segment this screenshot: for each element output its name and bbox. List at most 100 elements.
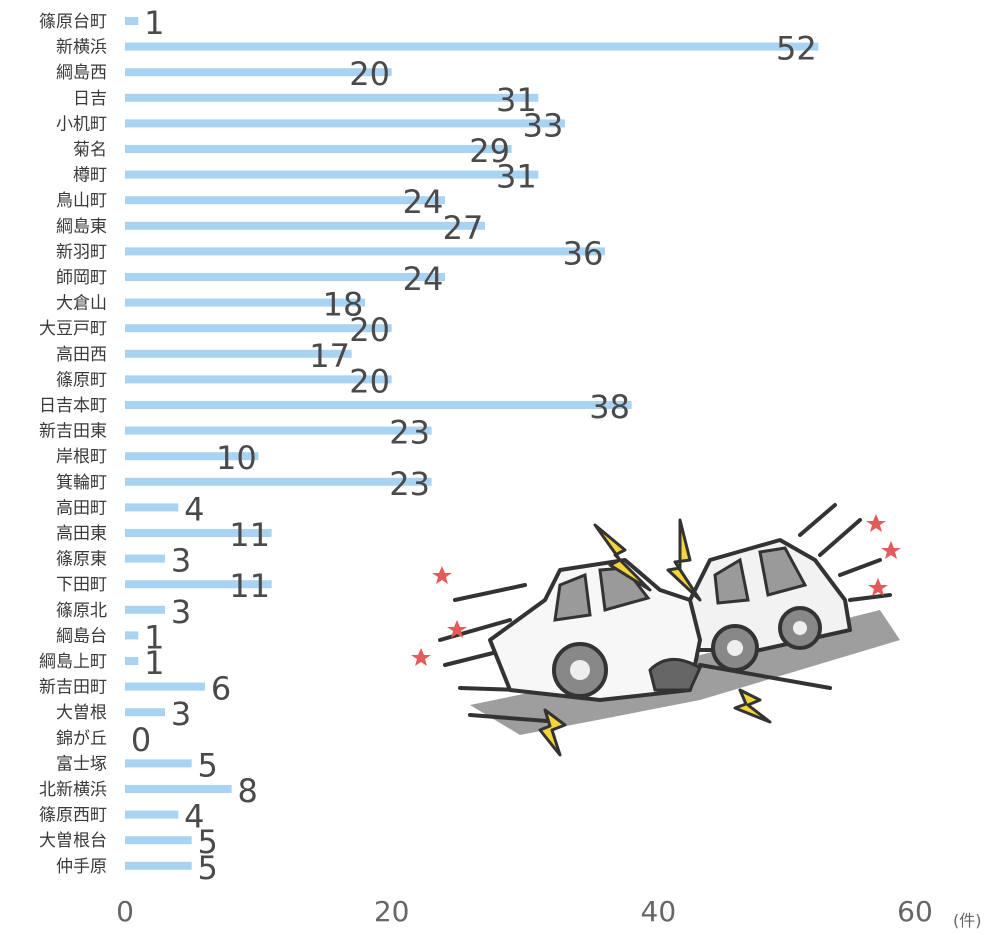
category-label-13: 高田西 [56,345,107,365]
category-label-29: 富士塚 [56,754,107,774]
category-label-19: 高田町 [56,498,107,518]
value-label-14: 20 [349,362,390,400]
bar-14 [125,375,392,384]
value-label-9: 36 [563,234,604,272]
category-label-4: 小机町 [56,114,107,134]
category-label-7: 鳥山町 [56,191,107,211]
bar-16 [125,426,432,435]
value-label-5: 29 [469,132,510,170]
category-label-14: 篠原町 [56,370,107,390]
bar-31 [125,810,179,819]
x-tick-label-40: 40 [641,895,677,928]
value-label-10: 24 [403,260,444,298]
category-label-12: 大豆戸町 [39,319,107,339]
value-label-31: 4 [184,798,204,836]
category-label-21: 篠原東 [56,550,107,570]
category-label-3: 日吉 [73,89,107,109]
category-label-33: 仲手原 [56,857,107,877]
category-label-1: 新横浜 [56,38,107,58]
category-label-25: 綱島上町 [39,652,107,672]
value-label-21: 3 [171,542,191,580]
value-label-29: 5 [197,746,217,784]
value-label-1: 52 [776,30,817,68]
bar-27 [125,708,165,717]
x-axis-unit-label: (件) [953,911,982,930]
value-label-12: 20 [349,311,390,349]
category-label-28: 錦が丘 [56,729,107,749]
value-label-16: 23 [389,414,430,452]
category-label-26: 新吉田町 [39,678,107,698]
value-label-23: 3 [171,593,191,631]
value-label-22: 11 [229,567,270,605]
bar-11 [125,298,365,307]
category-label-16: 新吉田東 [39,422,107,442]
bar-29 [125,759,192,768]
category-label-0: 篠原台町 [39,12,107,32]
bar-1 [125,42,819,51]
value-label-7: 24 [403,183,444,221]
bar-23 [125,605,165,614]
x-tick-label-20: 20 [374,895,410,928]
value-label-18: 23 [389,465,430,503]
bar-7 [125,196,445,205]
value-label-6: 31 [496,158,537,196]
category-label-8: 綱島東 [56,217,107,237]
value-label-11: 18 [323,286,364,324]
value-label-19: 4 [184,490,204,528]
value-label-30: 8 [237,772,257,810]
category-label-5: 菊名 [73,140,107,160]
value-label-28: 0 [131,721,151,759]
x-tick-label-60: 60 [897,895,933,928]
bar-5 [125,145,512,153]
bar-3 [125,93,539,102]
category-label-24: 綱島台 [56,626,107,646]
bar-6 [125,170,539,179]
value-label-2: 20 [349,55,390,93]
category-label-18: 箕輪町 [56,473,107,493]
bar-12 [125,324,392,333]
value-label-3: 31 [496,81,537,119]
category-label-17: 岸根町 [56,447,107,467]
bar-19 [125,503,179,512]
category-label-27: 大曽根 [56,703,107,723]
bar-18 [125,477,432,486]
value-label-25: 1 [144,644,164,682]
bar-15 [125,401,632,409]
value-label-4: 33 [523,106,564,144]
value-labels: 1522031332931242736241820172038231023411… [131,4,817,887]
category-labels: 篠原台町新横浜綱島西日吉小机町菊名樽町鳥山町綱島東新羽町師岡町大倉山大豆戸町高田… [39,12,107,877]
category-label-30: 北新横浜 [39,780,107,800]
bar-2 [125,68,392,77]
value-label-15: 38 [589,388,630,426]
value-label-17: 10 [216,439,257,477]
x-tick-label-0: 0 [116,895,134,928]
car-collision-icon [411,503,901,757]
bar-8 [125,221,485,230]
category-label-15: 日吉本町 [39,396,107,416]
bar-21 [125,554,165,563]
category-label-32: 大曽根台 [39,831,107,851]
value-label-0: 1 [144,4,164,42]
bar-32 [125,836,192,845]
category-label-2: 綱島西 [56,63,107,83]
x-axis-ticks: 0 20 40 60 [116,895,933,928]
bar-30 [125,785,232,793]
category-label-31: 篠原西町 [39,806,107,826]
category-label-9: 新羽町 [56,242,107,262]
bar-20 [125,529,272,537]
category-label-20: 高田東 [56,524,107,544]
category-label-11: 大倉山 [56,294,107,314]
value-label-13: 17 [309,337,350,375]
value-label-27: 3 [171,695,191,733]
bar-24 [125,631,139,640]
bar-25 [125,657,139,665]
value-label-33: 5 [197,849,217,887]
value-label-26: 6 [211,670,231,708]
category-label-22: 下田町 [56,575,107,595]
bar-26 [125,682,205,691]
category-label-10: 師岡町 [56,268,107,288]
category-label-23: 篠原北 [56,601,107,621]
bar-33 [125,861,192,870]
bar-13 [125,349,352,358]
